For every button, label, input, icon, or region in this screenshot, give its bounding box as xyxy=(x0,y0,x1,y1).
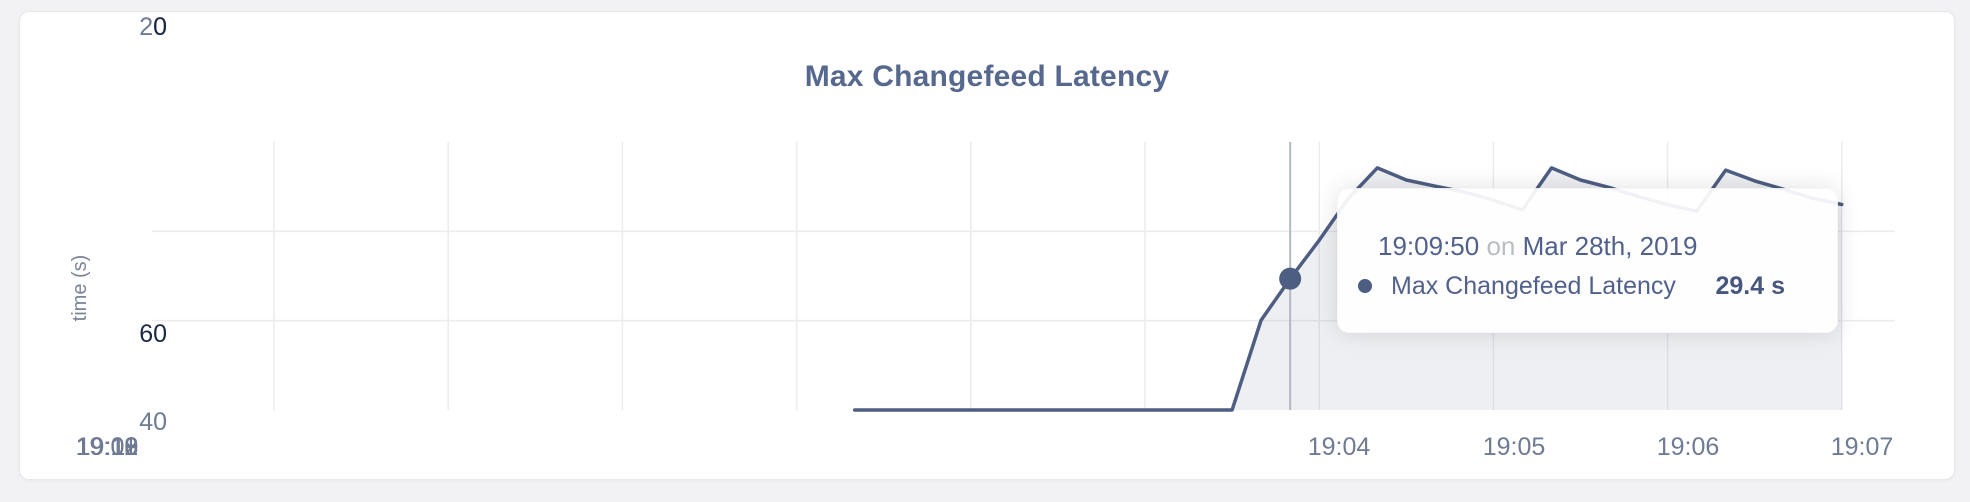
tooltip-date: Mar 28th, 2019 xyxy=(1522,231,1698,261)
y-tick-60: 60 xyxy=(139,320,167,348)
x-tick: 19:07 xyxy=(1830,433,1894,461)
tooltip-preposition: on xyxy=(1486,231,1516,261)
tooltip-timestamp: 19:09:50 on Mar 28th, 2019 xyxy=(1378,231,1698,262)
x-tick: 19:04 xyxy=(1307,433,1371,461)
x-tick: 19:09 xyxy=(75,433,139,461)
hover-tooltip: 19:09:50 on Mar 28th, 2019 Max Changefee… xyxy=(1337,188,1838,333)
tooltip-series-value: 29.4 s xyxy=(1715,271,1785,300)
x-tick: 19:11 xyxy=(76,433,138,461)
x-tick: 19:08 xyxy=(75,433,139,461)
series-bullet-icon xyxy=(1358,279,1372,293)
tooltip-series-row: Max Changefeed Latency 29.4 s xyxy=(1358,271,1785,301)
chart-title: Max Changefeed Latency xyxy=(804,60,1170,93)
x-tick: 19:12 xyxy=(75,433,139,461)
x-tick: 19:13 xyxy=(75,433,139,461)
y-tick-40: 40 xyxy=(139,408,167,436)
x-tick: 19:10 xyxy=(75,433,139,461)
x-tick: 19:06 xyxy=(1656,433,1720,461)
hover-dot xyxy=(1279,267,1302,290)
y-tick-0: 0 xyxy=(153,13,167,41)
y-tick-20: 20 xyxy=(139,13,167,41)
tooltip-series-label: Max Changefeed Latency xyxy=(1391,271,1676,300)
tooltip-time: 19:09:50 xyxy=(1378,231,1480,261)
x-tick: 19:05 xyxy=(1482,433,1546,461)
